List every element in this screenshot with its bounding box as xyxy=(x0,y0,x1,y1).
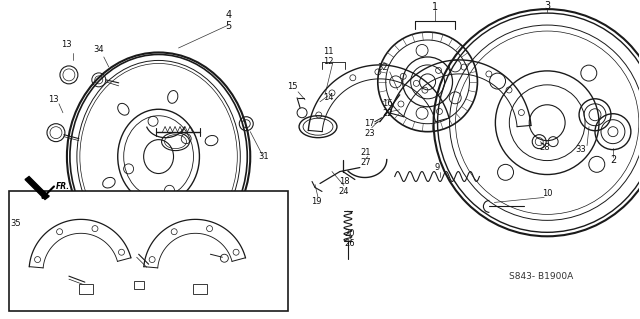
Text: 14: 14 xyxy=(323,93,333,102)
Text: 27: 27 xyxy=(360,158,371,167)
Text: 12: 12 xyxy=(323,57,333,66)
Text: 22: 22 xyxy=(383,109,393,118)
Text: 32: 32 xyxy=(378,63,388,72)
Text: 5: 5 xyxy=(225,21,232,31)
FancyBboxPatch shape xyxy=(193,284,207,294)
Text: 3: 3 xyxy=(544,1,550,11)
Text: 11: 11 xyxy=(323,48,333,56)
Text: 20: 20 xyxy=(345,229,355,238)
Text: 10: 10 xyxy=(542,189,552,198)
Text: 26: 26 xyxy=(344,239,355,248)
Text: 35: 35 xyxy=(11,219,21,228)
FancyBboxPatch shape xyxy=(134,281,143,289)
Text: 19: 19 xyxy=(311,197,321,206)
Polygon shape xyxy=(25,176,49,199)
Text: 1: 1 xyxy=(431,2,438,12)
Text: 28: 28 xyxy=(540,143,550,152)
Text: 21: 21 xyxy=(360,148,371,157)
Text: 2: 2 xyxy=(610,155,616,165)
FancyBboxPatch shape xyxy=(79,284,93,294)
Text: 13: 13 xyxy=(61,41,71,49)
Text: 9: 9 xyxy=(435,163,440,172)
Text: 34: 34 xyxy=(93,46,104,55)
Text: 23: 23 xyxy=(365,129,375,138)
Text: 24: 24 xyxy=(339,187,349,196)
Text: 31: 31 xyxy=(258,152,269,161)
Text: 33: 33 xyxy=(576,145,586,154)
Text: 15: 15 xyxy=(287,82,298,91)
Text: FR.: FR. xyxy=(56,182,70,191)
Text: 4: 4 xyxy=(225,10,232,20)
Text: 17: 17 xyxy=(365,119,375,128)
Text: 18: 18 xyxy=(339,177,349,186)
Text: S843- B1900A: S843- B1900A xyxy=(509,272,573,281)
Text: 16: 16 xyxy=(383,99,393,108)
FancyBboxPatch shape xyxy=(9,191,288,311)
Text: 13: 13 xyxy=(47,95,58,104)
